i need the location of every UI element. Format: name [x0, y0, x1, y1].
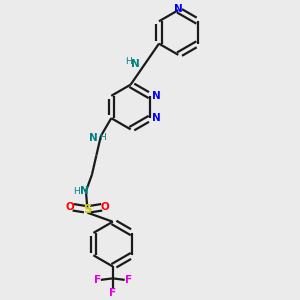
Text: N: N [152, 91, 161, 101]
Text: F: F [94, 275, 101, 285]
Text: N: N [131, 59, 140, 69]
Text: H: H [74, 187, 80, 196]
Text: O: O [101, 202, 110, 212]
Text: H: H [99, 133, 106, 142]
Text: N: N [174, 4, 183, 14]
Text: N: N [89, 133, 98, 142]
Text: S: S [83, 202, 92, 216]
Text: N: N [80, 186, 89, 196]
Text: F: F [125, 275, 132, 285]
Text: N: N [152, 113, 161, 123]
Text: F: F [109, 288, 116, 298]
Text: O: O [65, 202, 74, 212]
Text: H: H [125, 57, 132, 66]
